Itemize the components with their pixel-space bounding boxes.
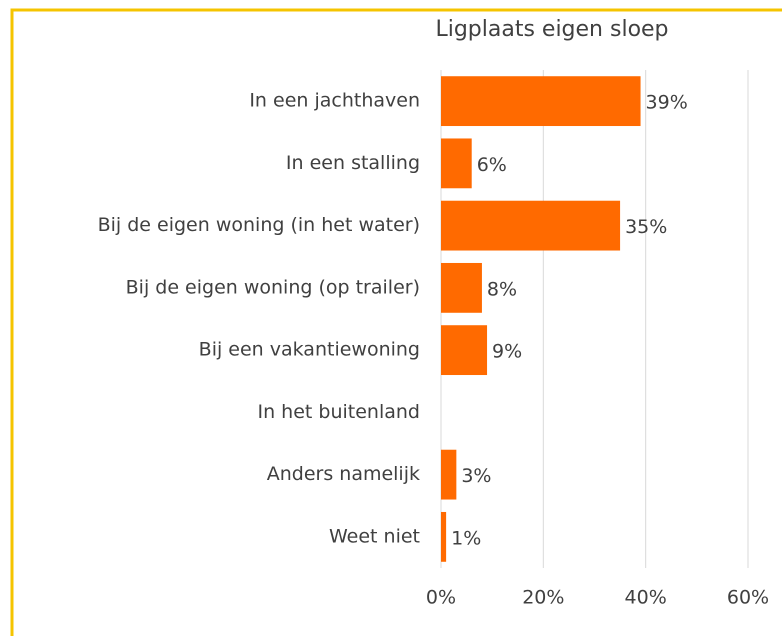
y-tick-label: Bij de eigen woning (in het water) bbox=[98, 214, 420, 236]
data-label: 1% bbox=[451, 527, 481, 549]
y-tick-label: Bij een vakantiewoning bbox=[199, 339, 420, 361]
chart: Ligplaats eigen sloep 0% 20% 40% 60% In een … bbox=[0, 0, 782, 636]
y-tick-label: In het buitenland bbox=[258, 401, 421, 423]
bar bbox=[441, 138, 472, 188]
bar bbox=[441, 512, 446, 562]
data-label: 3% bbox=[461, 465, 491, 487]
x-tick-label: 20% bbox=[522, 587, 564, 609]
bar bbox=[441, 450, 456, 500]
data-label: 8% bbox=[487, 278, 517, 300]
data-label: 39% bbox=[646, 92, 688, 114]
data-label: 35% bbox=[625, 216, 667, 238]
bar bbox=[441, 325, 487, 375]
y-tick-label: In een stalling bbox=[286, 152, 420, 174]
y-tick-label: Weet niet bbox=[329, 525, 420, 547]
bar bbox=[441, 263, 482, 313]
bar bbox=[441, 201, 620, 251]
data-label: 6% bbox=[477, 154, 507, 176]
y-tick-label: Anders namelijk bbox=[267, 463, 420, 485]
x-tick-label: 0% bbox=[426, 587, 456, 609]
data-label: 9% bbox=[492, 341, 522, 363]
chart-title: Ligplaats eigen sloep bbox=[435, 17, 668, 42]
bar bbox=[441, 76, 641, 126]
y-tick-label: In een jachthaven bbox=[249, 90, 420, 112]
x-tick-label: 60% bbox=[727, 587, 769, 609]
y-tick-label: Bij de eigen woning (op trailer) bbox=[126, 276, 420, 298]
x-tick-label: 40% bbox=[625, 587, 667, 609]
